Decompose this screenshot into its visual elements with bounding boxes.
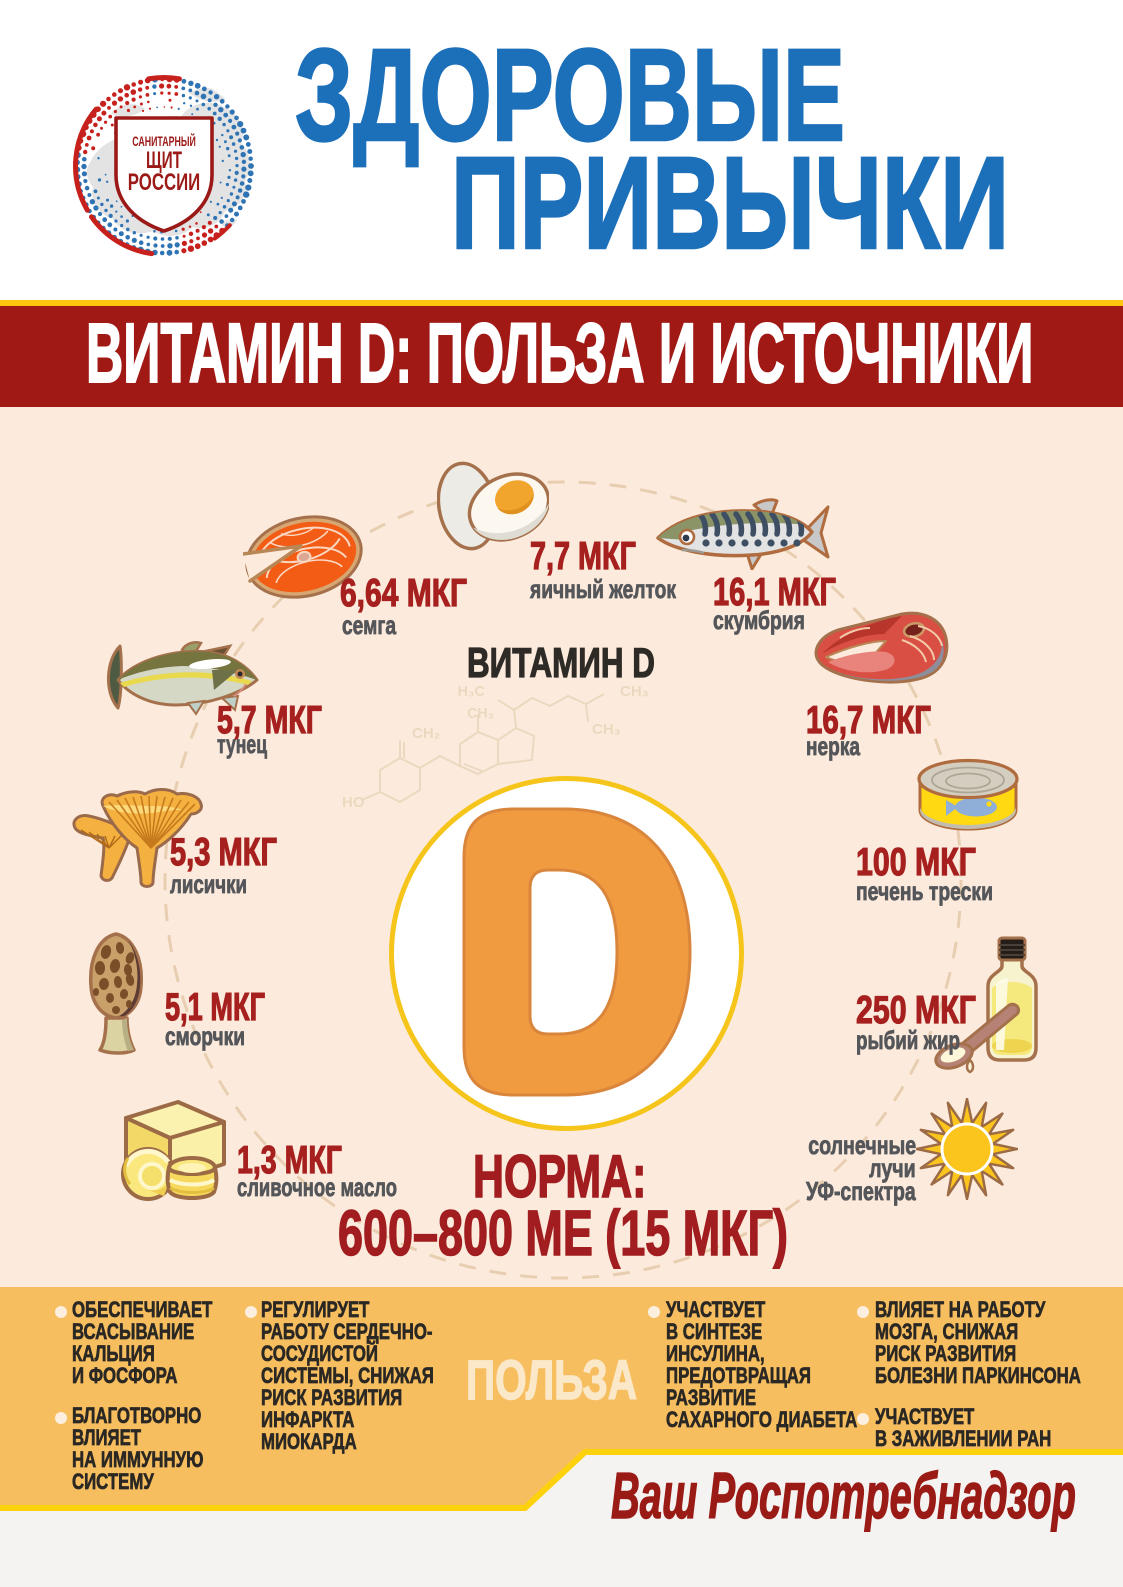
svg-text:ЩИТ: ЩИТ xyxy=(146,148,183,174)
svg-text:РОССИИ: РОССИИ xyxy=(128,169,200,196)
svg-text:САНИТАРНЫЙ: САНИТАРНЫЙ xyxy=(132,134,196,150)
svg-text:CH₃: CH₃ xyxy=(467,706,494,722)
svg-text:HO: HO xyxy=(342,794,365,811)
svg-text:H₃C: H₃C xyxy=(458,684,486,700)
svg-text:CH₂: CH₂ xyxy=(412,725,440,742)
svg-text:CH₃: CH₃ xyxy=(620,683,649,700)
svg-text:CH₃: CH₃ xyxy=(592,721,621,738)
